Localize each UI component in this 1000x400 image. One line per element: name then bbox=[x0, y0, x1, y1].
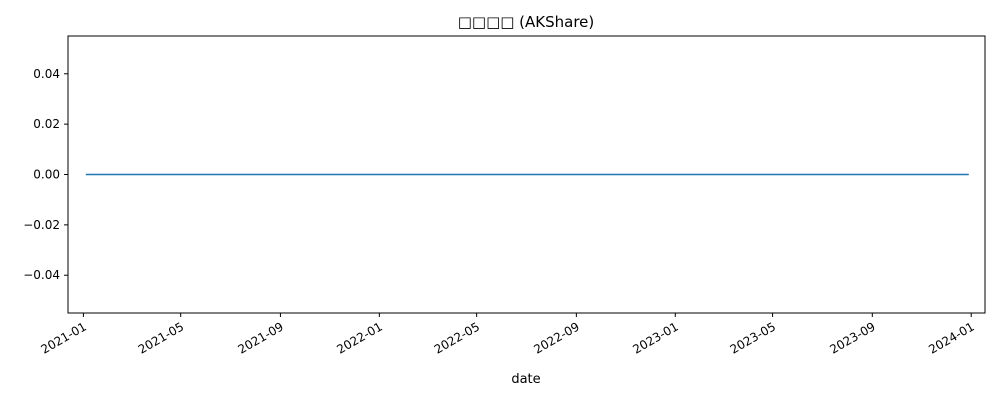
x-tick-label: 2023-09 bbox=[827, 319, 877, 356]
x-tick-label: 2024-01 bbox=[926, 319, 976, 356]
y-tick-label: 0.04 bbox=[33, 67, 60, 81]
x-tick-label: 2021-09 bbox=[236, 319, 286, 356]
x-axis: 2021-01 2021-05 2021-09 2022-01 2022-05 2022-… bbox=[38, 313, 977, 357]
x-tick-label: 2022-01 bbox=[334, 319, 384, 356]
x-tick-label: 2021-01 bbox=[38, 319, 88, 356]
y-tick-label: −0.04 bbox=[23, 268, 60, 282]
y-tick-label: 0.00 bbox=[33, 168, 60, 182]
x-tick-label: 2023-05 bbox=[728, 319, 778, 356]
x-tick-label: 2021-05 bbox=[136, 319, 186, 356]
x-tick-label: 2022-05 bbox=[432, 319, 482, 356]
y-tick-label: −0.02 bbox=[23, 218, 60, 232]
x-tick-label: 2022-09 bbox=[531, 319, 581, 356]
y-axis: 0.04 0.02 0.00 −0.02 −0.04 bbox=[23, 67, 68, 282]
y-tick-label: 0.02 bbox=[33, 117, 60, 131]
chart-title: □□□□ (AKShare) bbox=[458, 13, 595, 31]
x-axis-label: date bbox=[511, 372, 540, 387]
x-tick-label: 2023-01 bbox=[630, 319, 680, 356]
